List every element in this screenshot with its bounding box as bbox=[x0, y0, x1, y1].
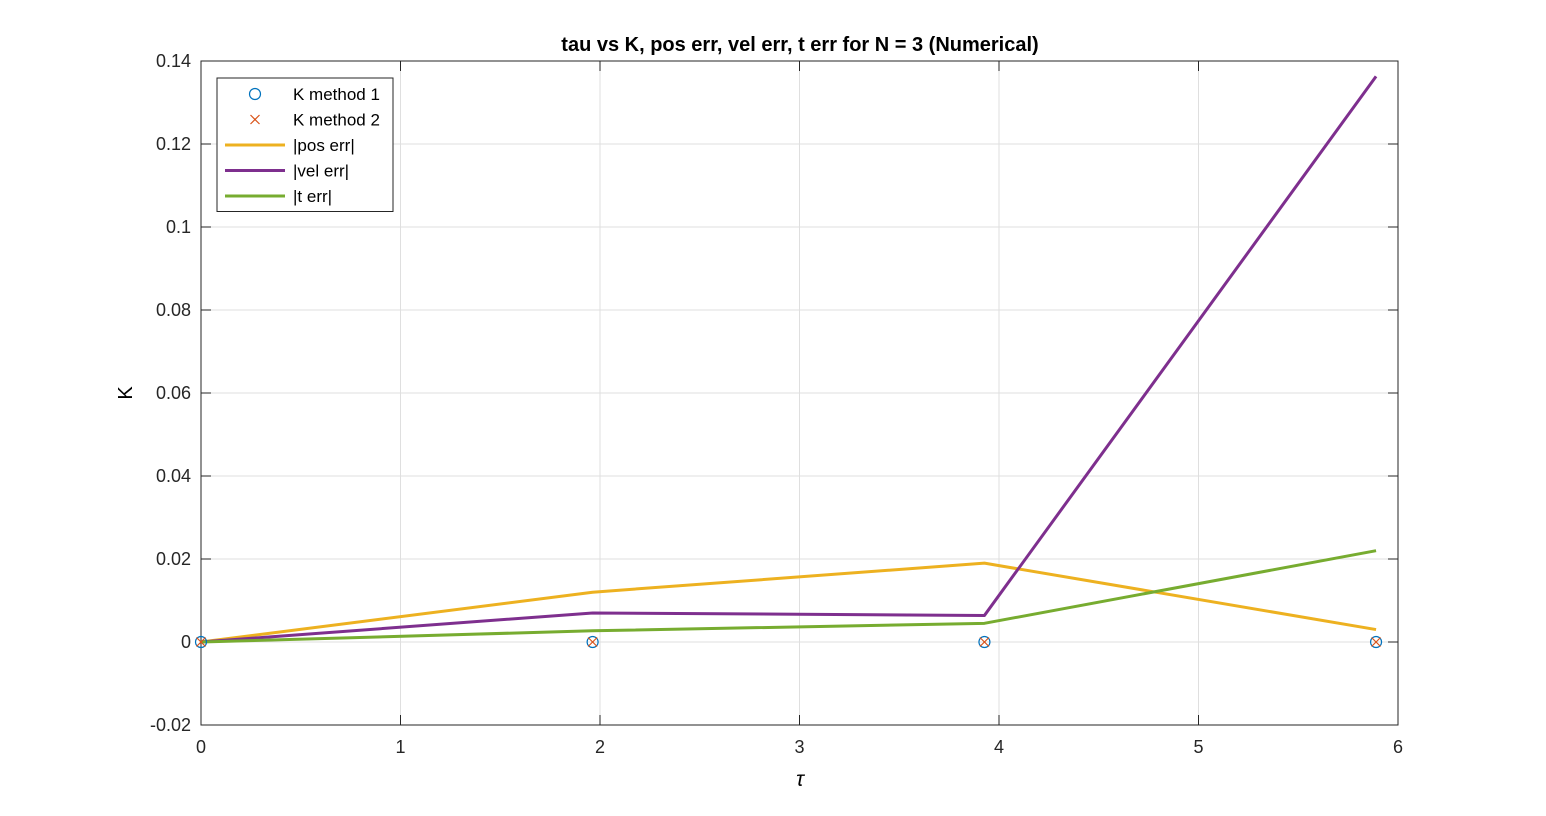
y-tick-label: 0.14 bbox=[156, 51, 191, 71]
legend-item: K method 1 bbox=[248, 85, 380, 104]
data-point-k-method-2 bbox=[196, 637, 206, 647]
y-tick-label: -0.02 bbox=[150, 715, 191, 735]
legend-marker-swatch bbox=[250, 114, 260, 125]
x-marker-stroke bbox=[250, 114, 260, 125]
series-line-t-err bbox=[200, 549, 1377, 644]
legend-item: K method 2 bbox=[250, 111, 380, 130]
y-tick-label: 0 bbox=[181, 632, 191, 652]
axes bbox=[200, 60, 1399, 726]
x-tick-label: 3 bbox=[794, 737, 804, 757]
chart-title: tau vs K, pos err, vel err, t err for N … bbox=[561, 34, 1038, 56]
data-point-k-method-2 bbox=[1371, 637, 1381, 647]
legend-label: |t err| bbox=[293, 187, 332, 206]
data-point-k-method-2 bbox=[587, 637, 598, 647]
y-axis-label: K bbox=[115, 386, 137, 400]
data-point-k-method-1 bbox=[978, 635, 991, 649]
x-tick-label: 6 bbox=[1393, 737, 1403, 757]
x-marker-stroke bbox=[587, 637, 598, 647]
data-point-k-method-1 bbox=[586, 635, 599, 649]
plot-area bbox=[194, 75, 1383, 649]
x-tick-label: 4 bbox=[994, 737, 1004, 757]
legend-item: |vel err| bbox=[225, 162, 349, 181]
y-tick-label: 0.12 bbox=[156, 134, 191, 154]
legend-label: |pos err| bbox=[293, 136, 355, 155]
legend-marker-swatch bbox=[248, 87, 262, 101]
y-tick-label: 0.1 bbox=[166, 217, 191, 237]
legend: K method 1 K method 2 |pos err| |vel err| |t… bbox=[216, 77, 394, 212]
legend-label: K method 2 bbox=[293, 111, 380, 130]
series-line-pos-err bbox=[200, 561, 1377, 644]
y-tick-label: 0.06 bbox=[156, 383, 191, 403]
x-tick-label: 0 bbox=[196, 737, 206, 757]
data-point-k-method-1 bbox=[194, 635, 208, 649]
legend-item: |pos err| bbox=[225, 136, 355, 155]
x-tick-label: 2 bbox=[595, 737, 605, 757]
legend-label: K method 1 bbox=[293, 85, 380, 104]
x-marker-stroke bbox=[979, 637, 990, 647]
y-tick-label: 0.08 bbox=[156, 300, 191, 320]
legend-item: |t err| bbox=[225, 187, 332, 206]
x-marker-stroke bbox=[1371, 637, 1381, 647]
x-tick-label: 5 bbox=[1193, 737, 1203, 757]
data-point-k-method-2 bbox=[979, 637, 990, 647]
y-tick-label: 0.02 bbox=[156, 549, 191, 569]
x-axis-label: τ bbox=[796, 768, 805, 791]
series-line-vel-err bbox=[200, 75, 1378, 644]
x-tick-label: 1 bbox=[395, 737, 405, 757]
data-point-k-method-1 bbox=[1369, 635, 1383, 649]
y-tick-label: 0.04 bbox=[156, 466, 191, 486]
x-marker-stroke bbox=[196, 637, 206, 647]
legend-label: |vel err| bbox=[293, 162, 349, 181]
